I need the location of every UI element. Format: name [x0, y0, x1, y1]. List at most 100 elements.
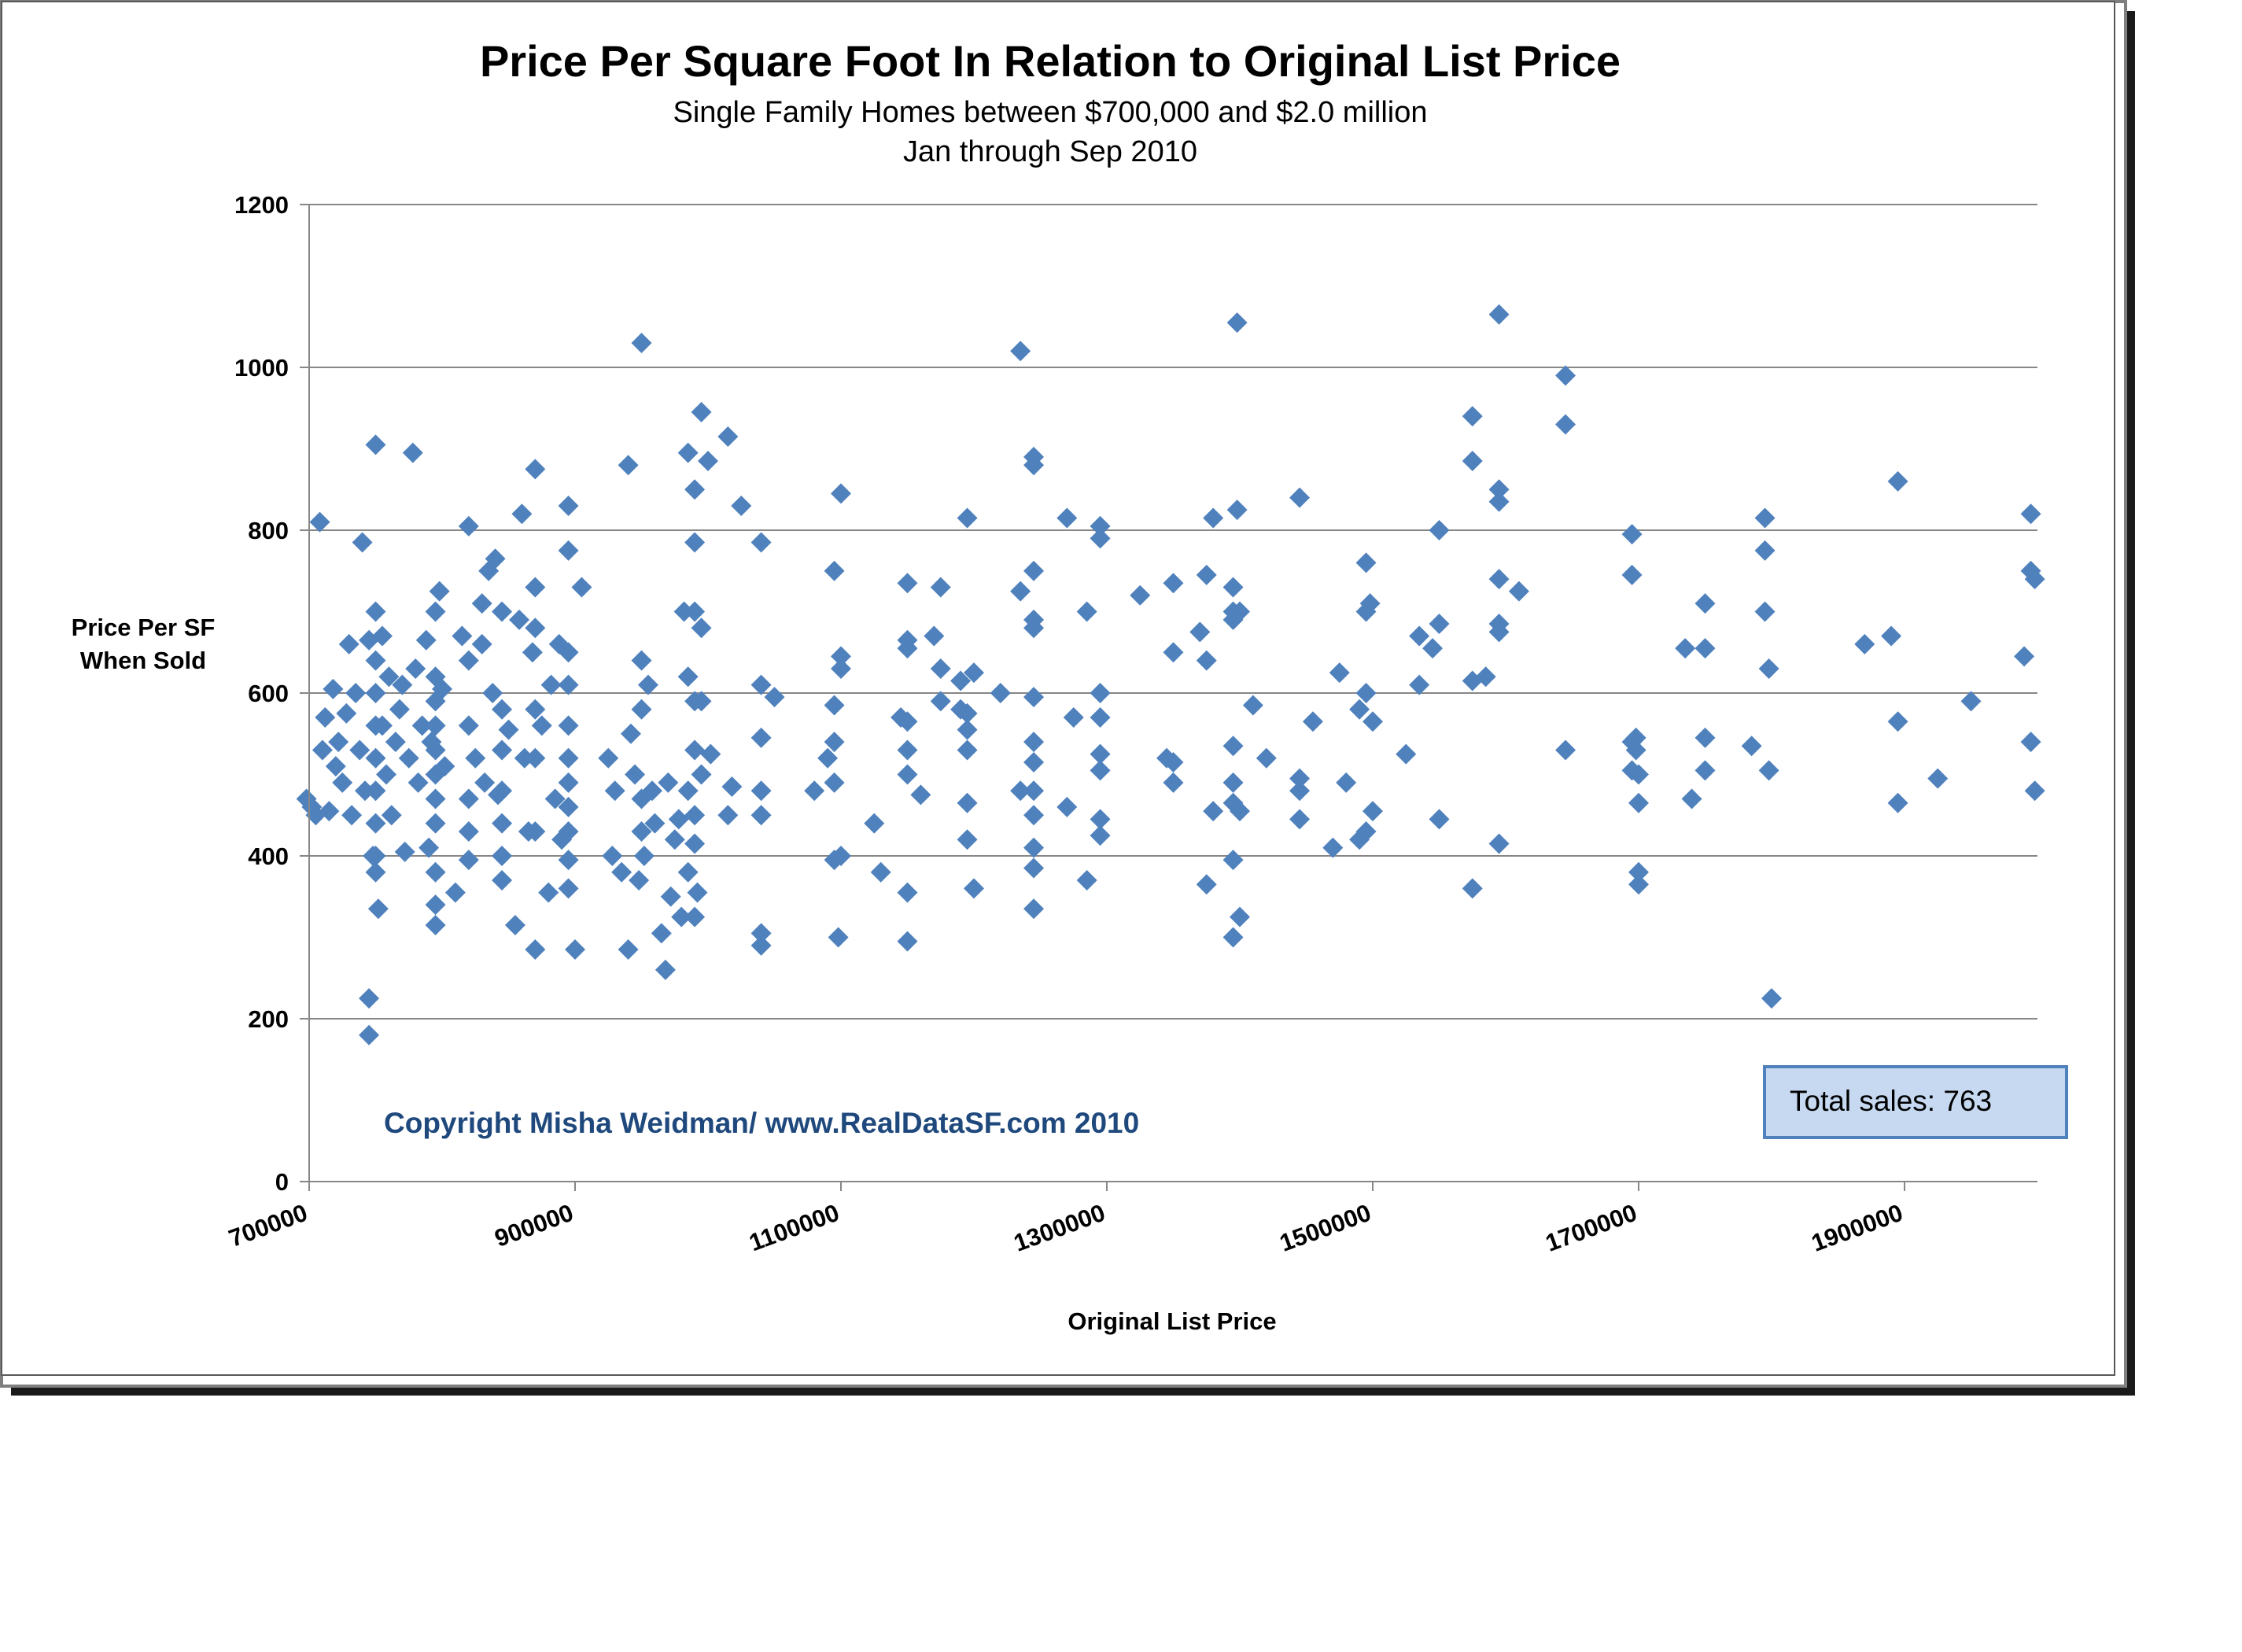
data-point	[492, 813, 513, 834]
data-point	[620, 723, 641, 744]
data-point	[1429, 614, 1450, 635]
data-point	[1409, 625, 1430, 647]
data-point	[631, 650, 652, 671]
data-point	[990, 683, 1011, 703]
data-point	[698, 451, 718, 472]
data-point	[957, 719, 978, 740]
data-point	[1621, 564, 1643, 585]
data-point	[492, 780, 513, 802]
data-point	[684, 479, 706, 500]
data-point	[677, 442, 699, 463]
data-point	[1322, 837, 1344, 858]
y-tick-label: 0	[275, 1168, 289, 1196]
data-point	[684, 906, 706, 927]
data-point	[717, 426, 739, 447]
data-point	[482, 683, 503, 703]
data-point	[1023, 857, 1045, 879]
data-point	[371, 625, 393, 647]
data-point	[1628, 792, 1649, 813]
data-point	[538, 882, 559, 903]
data-point	[458, 788, 479, 809]
data-point	[1203, 801, 1224, 822]
data-point	[341, 805, 363, 826]
data-point	[458, 820, 479, 842]
data-point	[558, 540, 579, 561]
data-point	[930, 577, 951, 598]
data-point	[1694, 727, 1716, 748]
data-point	[525, 577, 546, 598]
data-point	[1694, 760, 1716, 781]
data-point	[558, 796, 579, 817]
data-point	[631, 699, 652, 720]
data-point	[1555, 365, 1576, 386]
data-point	[1488, 569, 1510, 590]
data-point	[750, 923, 772, 944]
data-point	[1023, 780, 1045, 802]
data-point	[750, 674, 772, 695]
data-point	[525, 699, 546, 720]
data-point	[1462, 878, 1483, 899]
data-point	[897, 931, 918, 952]
data-point	[1854, 633, 1875, 655]
data-point	[1754, 540, 1776, 561]
data-point	[677, 666, 699, 688]
data-point	[824, 772, 845, 793]
data-point	[1090, 743, 1111, 765]
data-point	[1409, 674, 1430, 695]
data-point	[655, 959, 676, 980]
data-point	[673, 601, 695, 622]
data-point	[828, 927, 849, 948]
data-point	[349, 739, 371, 761]
data-point	[1329, 662, 1350, 684]
data-point	[365, 434, 386, 455]
data-point	[296, 788, 317, 809]
data-point	[323, 678, 344, 699]
y-tick-label: 400	[248, 843, 289, 870]
data-point	[1023, 618, 1045, 639]
y-axis-ticks: 0 200 400 600 800 1000 1200	[234, 191, 309, 1196]
data-point	[831, 646, 851, 667]
data-point	[1163, 751, 1184, 773]
data-point	[1363, 711, 1383, 732]
data-point	[750, 727, 772, 748]
data-point	[897, 764, 918, 785]
data-point	[618, 455, 639, 476]
data-point	[750, 935, 772, 956]
data-point	[1222, 850, 1244, 871]
data-point	[402, 442, 423, 463]
data-point	[452, 625, 473, 647]
data-point	[684, 601, 706, 622]
data-point	[492, 739, 513, 761]
data-point	[1488, 304, 1510, 325]
data-point	[1023, 898, 1045, 920]
y-tick-label: 800	[248, 517, 289, 544]
data-point	[631, 332, 652, 353]
data-point	[804, 780, 825, 802]
data-point	[444, 882, 466, 903]
data-point	[425, 715, 446, 736]
data-point	[1359, 593, 1381, 614]
data-point	[930, 658, 951, 679]
data-point	[677, 780, 699, 802]
data-point	[1349, 699, 1370, 720]
chart-frame-inner	[1, 1, 2115, 1376]
data-point	[684, 833, 706, 854]
copyright-annotation: Copyright Misha Weidman/ www.RealDataSF.…	[384, 1107, 1139, 1139]
data-point	[1056, 507, 1078, 529]
data-point	[629, 870, 650, 891]
data-point	[1621, 524, 1643, 545]
data-point	[525, 939, 546, 961]
data-point	[684, 739, 706, 761]
data-point	[419, 837, 440, 858]
data-point	[651, 923, 672, 944]
y-tick-label: 200	[248, 1005, 289, 1033]
data-point	[1887, 792, 1908, 813]
data-point	[352, 532, 373, 553]
data-point	[525, 459, 546, 480]
data-point	[1336, 772, 1357, 793]
data-point	[1927, 768, 1949, 789]
data-point	[1289, 809, 1311, 830]
data-point	[1625, 727, 1646, 748]
data-point	[671, 906, 692, 927]
data-point	[429, 581, 450, 602]
